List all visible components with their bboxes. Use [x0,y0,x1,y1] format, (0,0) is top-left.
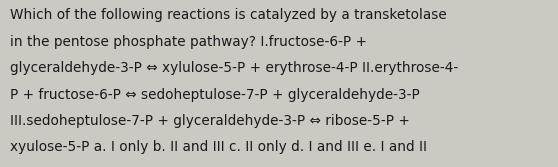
Text: Which of the following reactions is catalyzed by a transketolase: Which of the following reactions is cata… [10,8,447,22]
Text: III.sedoheptulose-7-P + glyceraldehyde-3-P ⇔ ribose-5-P +: III.sedoheptulose-7-P + glyceraldehyde-3… [10,114,410,128]
Text: xyulose-5-P a. I only b. II and III c. II only d. I and III e. I and II: xyulose-5-P a. I only b. II and III c. I… [10,140,427,154]
Text: P + fructose-6-P ⇔ sedoheptulose-7-P + glyceraldehyde-3-P: P + fructose-6-P ⇔ sedoheptulose-7-P + g… [10,88,420,102]
Text: glyceraldehyde-3-P ⇔ xylulose-5-P + erythrose-4-P II.erythrose-4-: glyceraldehyde-3-P ⇔ xylulose-5-P + eryt… [10,61,458,75]
Text: in the pentose phosphate pathway? I.fructose-6-P +: in the pentose phosphate pathway? I.fruc… [10,35,367,49]
